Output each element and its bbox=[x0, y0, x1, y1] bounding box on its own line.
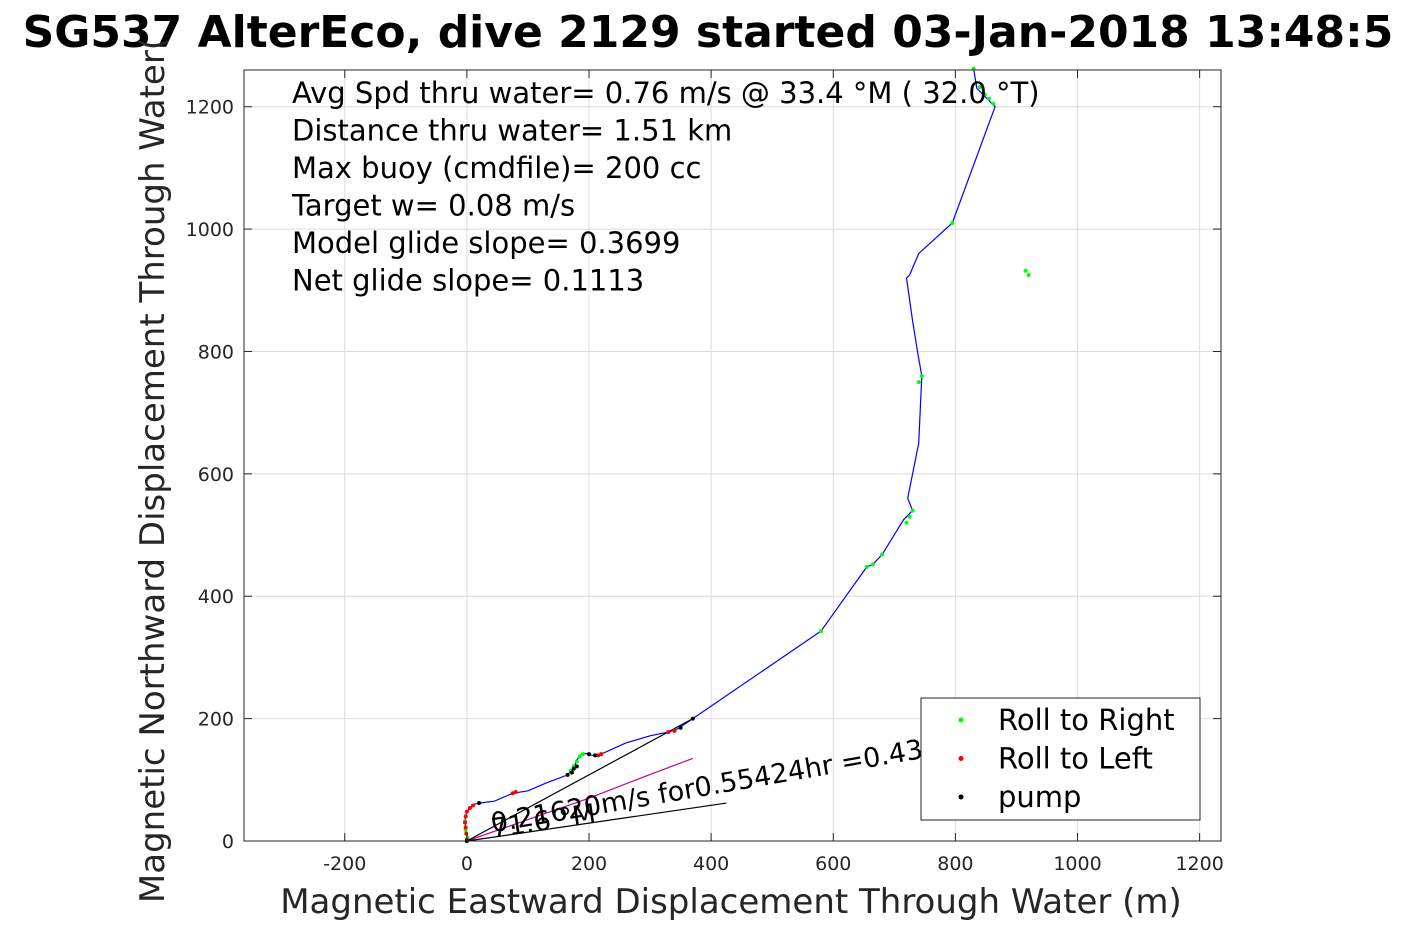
marker-left bbox=[510, 791, 515, 796]
vector-line bbox=[466, 718, 694, 842]
marker-right bbox=[574, 759, 579, 764]
marker-pump bbox=[690, 716, 695, 721]
chart-title: SG537 AlterEco, dive 2129 started 03-Jan… bbox=[23, 7, 1394, 58]
marker-left bbox=[463, 825, 468, 830]
stat-line: Model glide slope= 0.3699 bbox=[292, 226, 680, 260]
marker-right bbox=[919, 373, 924, 378]
y-tick-label: 800 bbox=[198, 341, 234, 363]
y-tick-label: 1200 bbox=[186, 97, 234, 119]
x-tick-label: 600 bbox=[815, 853, 851, 875]
marker-right bbox=[1023, 268, 1028, 273]
marker-right bbox=[950, 220, 955, 225]
marker-pump bbox=[565, 772, 570, 777]
marker-left bbox=[666, 730, 671, 735]
series-line bbox=[466, 757, 694, 842]
marker-right bbox=[1026, 272, 1031, 277]
legend-marker bbox=[958, 756, 964, 761]
marker-right bbox=[907, 514, 912, 519]
stat-line: Net glide slope= 0.1113 bbox=[292, 264, 644, 298]
x-axis-label: Magnetic Eastward Displacement Through W… bbox=[280, 882, 1182, 922]
ticks: -200 0 200 400 600 800 1000 1200 0 200 400 600 800 10… bbox=[186, 70, 1224, 875]
marker-left bbox=[513, 790, 518, 795]
x-tick-label: 1000 bbox=[1053, 853, 1101, 875]
stats-block: Avg Spd thru water= 0.76 m/s @ 33.4 °M (… bbox=[291, 76, 1040, 298]
marker-pump bbox=[571, 766, 576, 771]
marker-right bbox=[977, 85, 982, 90]
y-axis-label: Magnetic Northward Displacement Through … bbox=[133, 37, 173, 903]
legend-label: pump bbox=[998, 780, 1081, 814]
marker-right bbox=[819, 629, 824, 634]
marker-pump bbox=[477, 801, 482, 806]
marker-right bbox=[880, 552, 885, 557]
marker-left bbox=[463, 814, 468, 819]
marker-pump bbox=[587, 752, 592, 757]
marker-left bbox=[672, 728, 677, 733]
marker-right bbox=[580, 752, 585, 757]
marker-right bbox=[916, 380, 921, 385]
stat-line: Distance thru water= 1.51 km bbox=[292, 114, 732, 148]
y-tick-label: 600 bbox=[198, 464, 234, 486]
x-tick-label: 0 bbox=[461, 853, 473, 875]
x-tick-label: 200 bbox=[571, 853, 607, 875]
marker-left bbox=[599, 752, 604, 757]
legend-label: Roll to Right bbox=[998, 703, 1175, 737]
marker-right bbox=[910, 508, 915, 513]
legend-marker bbox=[958, 794, 964, 800]
marker-left bbox=[463, 820, 468, 825]
y-tick-label: 400 bbox=[198, 586, 234, 608]
legend-label: Roll to Left bbox=[998, 742, 1153, 776]
plot-frame bbox=[243, 69, 1222, 842]
marker-right bbox=[577, 754, 582, 759]
marker-left bbox=[596, 753, 601, 758]
x-tick-label: 1200 bbox=[1175, 853, 1223, 875]
stat-line: Avg Spd thru water= 0.76 m/s @ 33.4 °M (… bbox=[292, 76, 1040, 110]
marker-right bbox=[982, 92, 987, 97]
y-tick-label: 200 bbox=[198, 709, 234, 731]
marker-right bbox=[904, 520, 909, 525]
marker-right bbox=[870, 562, 875, 567]
marker-right bbox=[991, 101, 996, 106]
legend-box bbox=[920, 697, 1201, 821]
marker-right bbox=[986, 96, 991, 101]
stat-line: Max buoy (cmdfile)= 200 cc bbox=[292, 151, 701, 185]
marker-pump bbox=[593, 753, 598, 758]
legend-marker bbox=[958, 717, 964, 723]
x-tick-label: 400 bbox=[693, 853, 729, 875]
marker-left bbox=[464, 831, 469, 836]
marker-left bbox=[467, 805, 472, 810]
marker-left bbox=[464, 809, 469, 814]
marker-right bbox=[864, 564, 869, 569]
marker-left bbox=[470, 803, 475, 808]
y-tick-label: 1000 bbox=[186, 219, 234, 241]
plot-markers bbox=[463, 66, 1031, 843]
legend: Roll to Right Roll to Left pump bbox=[920, 697, 1201, 821]
vector-line bbox=[466, 802, 727, 842]
y-tick-label: 0 bbox=[222, 831, 234, 853]
marker-pump bbox=[678, 725, 683, 730]
x-tick-label: -200 bbox=[323, 853, 366, 875]
stat-line: Target w= 0.08 m/s bbox=[291, 189, 575, 223]
marker-pump bbox=[569, 770, 574, 775]
marker-pump bbox=[574, 764, 579, 769]
x-tick-label: 800 bbox=[937, 853, 973, 875]
